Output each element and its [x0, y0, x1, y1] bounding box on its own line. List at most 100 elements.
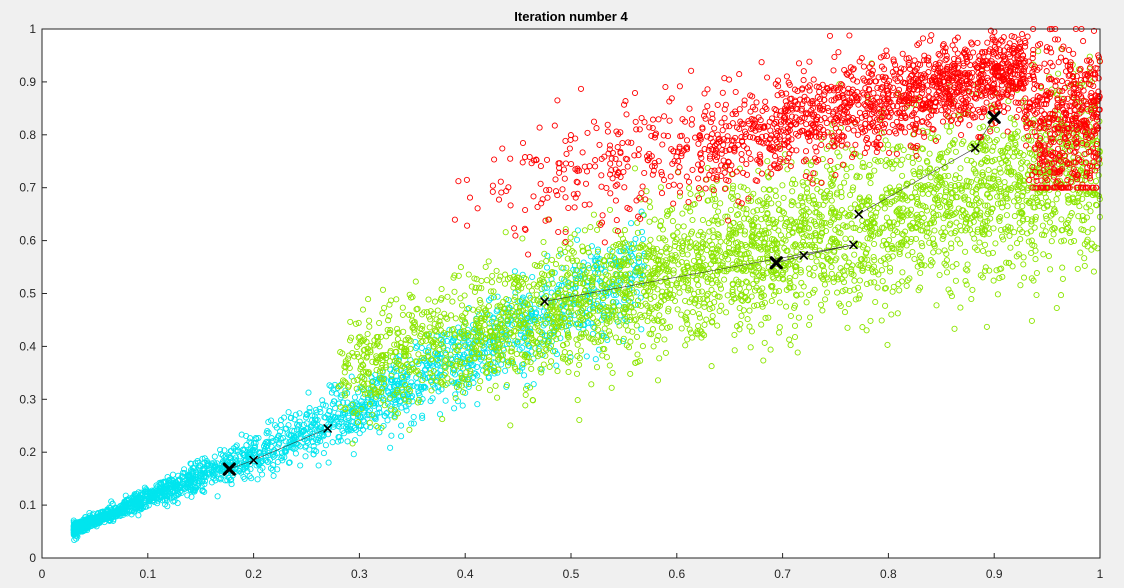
scatter-point — [201, 455, 208, 462]
scatter-point — [422, 366, 429, 373]
scatter-point — [177, 488, 184, 495]
scatter-point — [294, 421, 301, 428]
scatter-point — [552, 348, 559, 355]
scatter-point — [322, 442, 329, 449]
scatter-point — [274, 466, 281, 473]
scatter-point — [92, 514, 99, 521]
scatter-point — [193, 476, 200, 483]
scatter-point — [576, 262, 583, 269]
scatter-point — [420, 383, 427, 390]
scatter-point — [296, 421, 303, 428]
scatter-point — [262, 457, 269, 464]
scatter-point — [122, 499, 129, 506]
scatter-point — [184, 492, 191, 499]
scatter-point — [395, 382, 402, 390]
scatter-point — [378, 393, 385, 400]
scatter-point — [196, 462, 203, 469]
scatter-point — [423, 360, 430, 367]
scatter-point — [336, 423, 343, 430]
scatter-point — [517, 331, 524, 338]
scatter-point — [291, 428, 298, 435]
scatter-point — [535, 345, 542, 352]
scatter-point — [426, 324, 433, 331]
scatter-point — [214, 493, 221, 500]
scatter-point — [494, 293, 501, 300]
scatter-point — [210, 468, 217, 475]
scatter-point — [459, 402, 466, 409]
scatter-point — [319, 397, 326, 404]
scatter-point — [414, 380, 421, 387]
scatter-point — [320, 401, 327, 408]
scatter-point — [607, 257, 614, 264]
scatter-point — [265, 418, 272, 426]
scatter-point — [508, 321, 515, 328]
scatter-point — [871, 257, 878, 264]
scatter-point — [277, 428, 284, 435]
scatter-point — [335, 410, 342, 417]
scatter-point — [491, 370, 498, 377]
scatter-point — [414, 383, 421, 390]
scatter-point — [581, 321, 588, 329]
scatter-point — [189, 464, 196, 472]
scatter-point — [290, 434, 297, 441]
scatter-point — [638, 228, 646, 235]
scatter-point — [387, 444, 394, 451]
scatter-point — [617, 312, 624, 319]
scatter-point — [188, 460, 195, 468]
scatter-point — [502, 367, 509, 374]
scatter-point — [376, 409, 383, 416]
scatter-point — [135, 512, 142, 519]
scatter-point — [292, 411, 299, 418]
scatter-point — [392, 410, 399, 417]
scatter-point — [332, 414, 339, 421]
scatter-point — [639, 236, 647, 243]
scatter-point — [184, 479, 191, 486]
scatter-point — [154, 495, 161, 502]
scatter-point — [126, 500, 133, 507]
scatter-point — [116, 510, 123, 517]
scatter-point — [195, 464, 202, 471]
scatter-point — [149, 490, 156, 497]
scatter-point — [259, 464, 266, 471]
scatter-point — [279, 435, 287, 442]
scatter-point — [334, 438, 342, 445]
scatter-point — [335, 414, 342, 421]
scatter-point — [419, 415, 426, 422]
scatter-point — [633, 289, 640, 296]
scatter-point — [372, 378, 379, 385]
scatter-point — [367, 424, 374, 431]
scatter-point — [391, 377, 399, 384]
scatter-point — [519, 344, 526, 351]
scatter-point — [347, 426, 354, 433]
scatter-point — [280, 414, 288, 421]
scatter-point — [248, 475, 255, 482]
scatter-point — [192, 460, 199, 467]
scatter-point — [238, 431, 245, 438]
scatter-point — [170, 492, 177, 499]
scatter-point — [121, 502, 128, 509]
scatter-point — [202, 477, 209, 485]
scatter-point — [232, 443, 239, 450]
scatter-point — [551, 269, 558, 276]
scatter-point — [312, 416, 319, 423]
scatter-point — [402, 403, 409, 410]
scatter-point — [76, 521, 84, 528]
scatter-point — [265, 452, 272, 459]
scatter-point — [188, 493, 195, 500]
scatter-point — [251, 444, 258, 451]
scatter-point — [370, 400, 377, 407]
scatter-point — [402, 373, 409, 380]
scatter-point — [164, 486, 171, 493]
scatter-point — [337, 437, 344, 444]
scatter-point — [178, 489, 185, 497]
scatter-point — [395, 393, 402, 400]
scatter-point — [217, 446, 224, 453]
scatter-point — [385, 388, 392, 395]
scatter-point — [521, 372, 528, 379]
scatter-point — [306, 408, 313, 415]
scatter-point — [514, 339, 521, 346]
scatter-point — [211, 453, 218, 460]
scatter-point — [590, 323, 597, 330]
scatter-point — [878, 317, 885, 324]
scatter-point — [132, 504, 139, 511]
